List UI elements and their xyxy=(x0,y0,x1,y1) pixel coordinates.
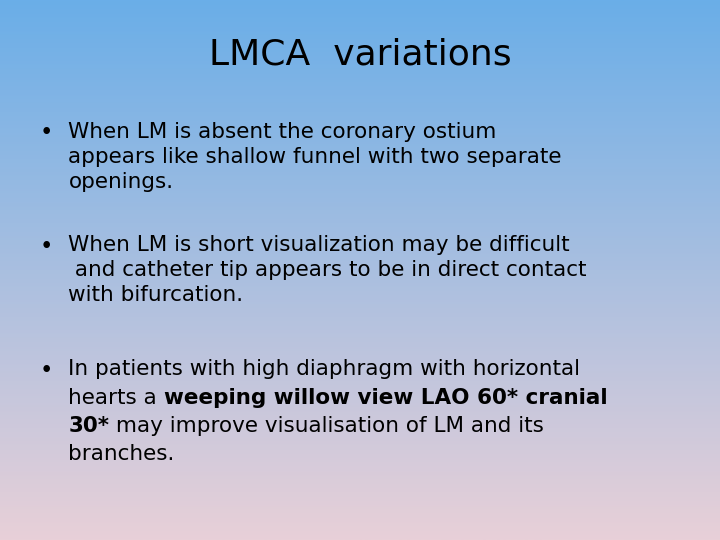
Text: In patients with high diaphragm with horizontal: In patients with high diaphragm with hor… xyxy=(68,359,580,379)
Text: weeping willow view LAO 60* cranial: weeping willow view LAO 60* cranial xyxy=(164,388,608,408)
Text: LMCA  variations: LMCA variations xyxy=(209,38,511,72)
Text: When LM is short visualization may be difficult
 and catheter tip appears to be : When LM is short visualization may be di… xyxy=(68,235,587,305)
Text: 30*: 30* xyxy=(68,416,109,436)
Text: hearts a: hearts a xyxy=(68,388,164,408)
Text: branches.: branches. xyxy=(68,444,175,464)
Text: •: • xyxy=(40,359,53,382)
Text: may improve visualisation of LM and its: may improve visualisation of LM and its xyxy=(109,416,544,436)
Text: When LM is absent the coronary ostium
appears like shallow funnel with two separ: When LM is absent the coronary ostium ap… xyxy=(68,122,562,192)
Text: •: • xyxy=(40,235,53,258)
Text: •: • xyxy=(40,122,53,145)
